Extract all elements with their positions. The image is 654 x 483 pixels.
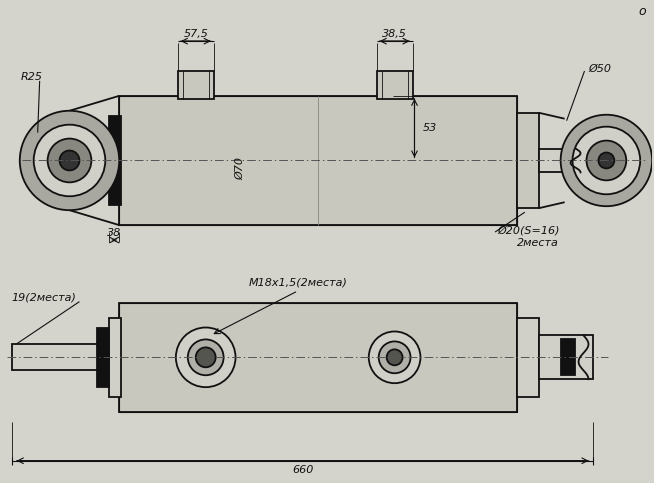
Bar (119, 96, 517, 225)
Bar (517, 317, 539, 397)
Circle shape (387, 349, 403, 365)
Circle shape (20, 111, 119, 210)
Bar (119, 303, 517, 412)
Circle shape (188, 340, 224, 375)
Bar (539, 336, 593, 379)
Text: Ø50: Ø50 (589, 64, 611, 74)
Circle shape (196, 347, 216, 367)
Circle shape (48, 139, 92, 183)
Bar (12, 344, 97, 370)
Text: 660: 660 (292, 465, 313, 475)
Bar (560, 340, 575, 375)
Bar (109, 317, 121, 397)
Circle shape (369, 331, 421, 383)
Bar (377, 71, 413, 99)
Text: о: о (638, 5, 645, 18)
Text: 2места: 2места (517, 238, 559, 248)
Circle shape (379, 341, 411, 373)
Text: M18x1,5(2места): M18x1,5(2места) (249, 278, 347, 288)
Circle shape (60, 151, 79, 170)
Bar (539, 149, 583, 172)
Circle shape (573, 127, 640, 194)
Bar (119, 96, 517, 225)
Circle shape (587, 141, 627, 180)
Circle shape (560, 115, 652, 206)
Circle shape (34, 125, 105, 196)
Bar (97, 327, 109, 387)
Text: 19(2места): 19(2места) (12, 293, 77, 303)
Bar (178, 71, 214, 99)
Text: 38,5: 38,5 (382, 29, 407, 39)
Text: R25: R25 (21, 72, 43, 82)
Circle shape (176, 327, 235, 387)
Bar (119, 303, 517, 412)
Text: Ø70: Ø70 (235, 157, 245, 180)
Text: Ø20(S=16): Ø20(S=16) (497, 225, 560, 235)
Text: 57,5: 57,5 (183, 29, 208, 39)
Text: 38: 38 (107, 228, 122, 238)
Bar (517, 113, 539, 208)
Text: 53: 53 (422, 123, 437, 133)
Circle shape (598, 153, 614, 169)
Bar (109, 116, 121, 205)
